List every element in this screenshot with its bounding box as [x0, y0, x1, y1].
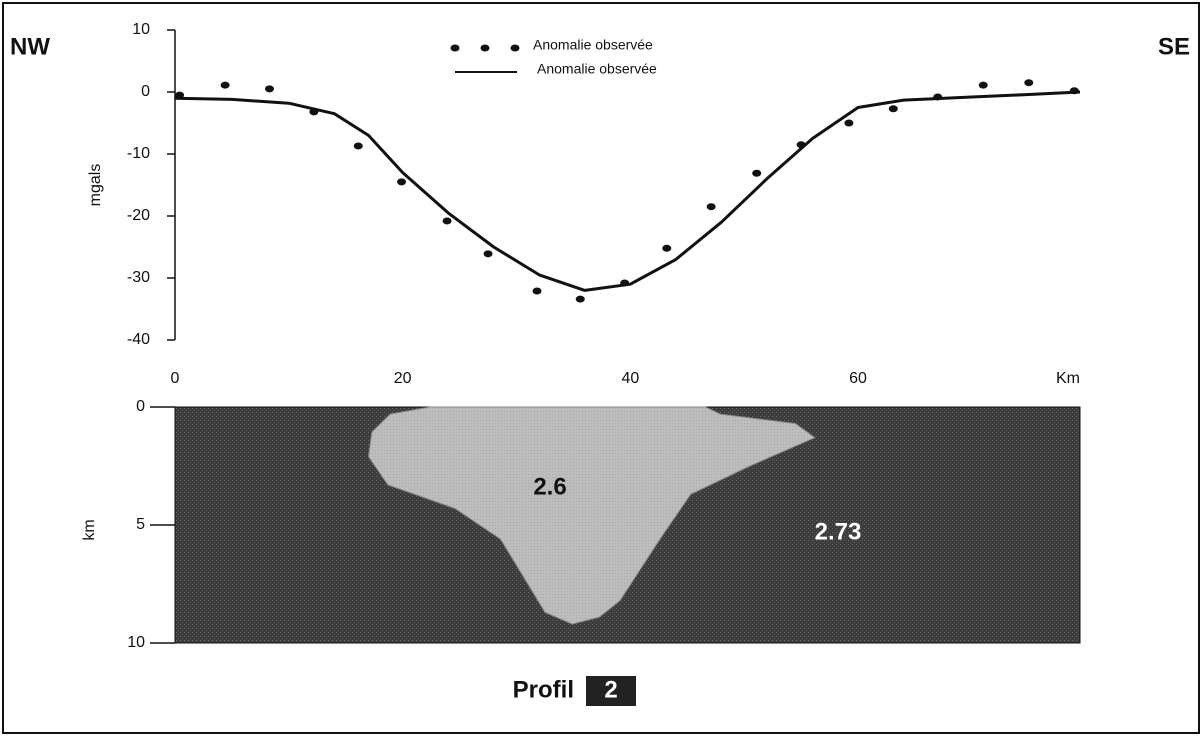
y-tick-label: -20 — [127, 207, 150, 224]
data-point — [844, 119, 854, 127]
y-tick-label: 0 — [136, 398, 145, 415]
caption-box — [586, 676, 636, 706]
data-point — [706, 203, 716, 211]
y-tick-label: 10 — [127, 634, 145, 651]
background-density: 2.73 — [815, 518, 862, 545]
y-tick-label: 10 — [132, 21, 150, 38]
data-point — [353, 142, 363, 150]
legend-dot — [480, 44, 490, 52]
data-point — [978, 81, 988, 89]
data-point — [532, 287, 542, 295]
y-tick-label: 0 — [141, 83, 150, 100]
y-tick-label: -10 — [127, 145, 150, 162]
data-point — [662, 244, 672, 252]
x-tick-label: 40 — [621, 370, 639, 387]
depth-axis-title: km — [81, 519, 98, 540]
data-point — [264, 85, 274, 93]
body — [367, 406, 816, 625]
y-tick-label: -40 — [127, 331, 150, 348]
data-point — [888, 105, 898, 113]
data-point — [483, 250, 493, 258]
y-tick-label: -30 — [127, 269, 150, 286]
y-axis-title: mgals — [87, 164, 104, 207]
data-point — [1024, 79, 1034, 87]
legend-label: Anomalie observée — [537, 61, 657, 77]
y-tick-label: 5 — [136, 516, 145, 533]
legend-dot — [450, 44, 460, 52]
body-density: 2.6 — [533, 473, 566, 500]
data-point — [220, 81, 230, 89]
nw-label: NW — [10, 33, 50, 60]
caption-text: Profil — [513, 676, 574, 703]
legend-dot — [510, 44, 520, 52]
caption-number: 2 — [604, 676, 617, 703]
data-point — [397, 178, 407, 186]
x-unit: Km — [1056, 370, 1080, 387]
data-point — [752, 169, 762, 177]
x-tick-label: 20 — [394, 370, 412, 387]
data-line — [174, 90, 1081, 292]
data-point — [575, 295, 585, 303]
se-label: SE — [1158, 33, 1190, 60]
x-tick-label: 60 — [849, 370, 867, 387]
legend-label: Anomalie observée — [533, 37, 653, 53]
x-tick-label: 0 — [171, 370, 180, 387]
data-point — [442, 217, 452, 225]
